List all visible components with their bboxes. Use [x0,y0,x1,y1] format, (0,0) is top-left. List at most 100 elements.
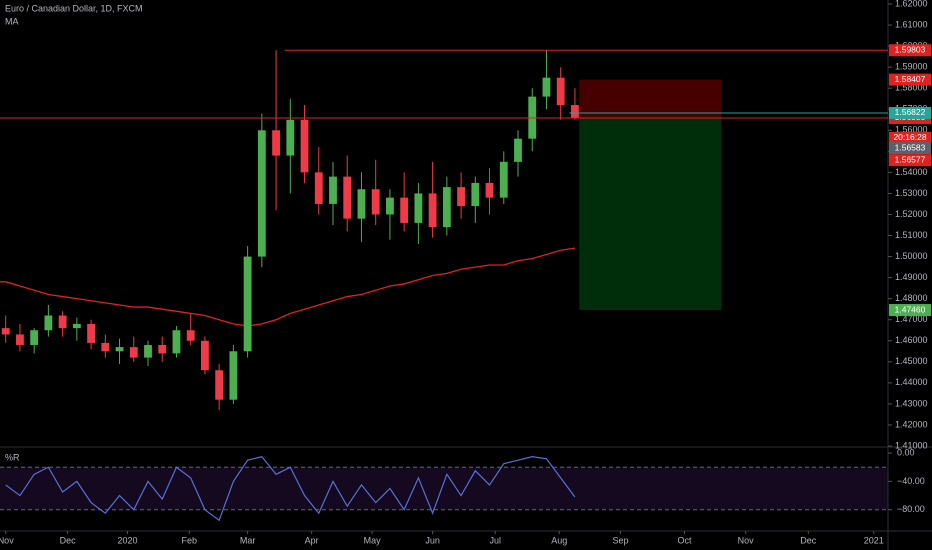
williams-r-line [5,455,576,522]
candle-body [457,187,465,207]
y-tick-label: 1.62000 [895,0,928,8]
candle-body [471,182,480,207]
indicator-label: MA [5,16,19,26]
candle-body [386,197,394,215]
candle-body [30,330,39,345]
y-tick-label: 1.43000 [895,398,928,408]
y-tick-label: 1.44000 [895,377,928,387]
candle-body [172,330,181,354]
x-tick-label: Apr [305,535,319,545]
candle-body [499,161,508,198]
price-tag [889,142,931,155]
level-tag [889,44,931,57]
stop-tag [889,73,931,86]
y-tick-label: 1.50000 [895,251,928,261]
target-tag: 1.47460 [895,304,926,314]
x-tick-label: Nov [0,535,14,545]
price-tag: 1.56583 [895,142,926,152]
x-tick-label: Feb [182,535,198,545]
candle-body [186,330,195,341]
level-tag [889,106,931,119]
candle-body [485,182,494,198]
candle-body [343,176,352,219]
x-tick-label: Aug [551,535,567,545]
x-tick-label: Jul [489,535,501,545]
candle-body [400,197,409,223]
candle-body [542,77,551,97]
candle-body [215,370,224,400]
target-zone [579,118,722,311]
candle-body [442,187,451,228]
candle-body [58,315,67,329]
stop-tag: 1.58407 [895,74,926,84]
candle-body [314,172,323,204]
y-tick-label: −80.00 [897,504,925,514]
candle-body [514,138,522,162]
price-tag: 1.56577 [895,154,926,164]
level-tag: 1.59803 [895,44,926,54]
price-tag [889,154,931,167]
candle-body [556,77,565,106]
y-tick-label: 1.42000 [895,419,928,429]
y-tick-label: 1.41000 [895,440,928,450]
y-tick-label: 1.53000 [895,188,928,198]
candle-body [144,344,152,358]
candle-body [243,256,252,352]
y-tick-label: 1.48000 [895,293,928,303]
candle-body [129,347,138,358]
y-tick-label: 1.56000 [895,125,928,135]
y-tick-label: 1.49000 [895,272,928,282]
x-tick-label: Oct [677,535,692,545]
indicator-title: %R [5,452,20,462]
level-tag: 1.56822 [895,107,926,117]
candle-body [158,344,167,354]
candle-body [257,130,266,257]
x-tick-label: Dec [60,535,77,545]
x-tick-label: Sep [612,535,628,545]
candle-body [286,119,295,156]
candle-body [357,189,366,219]
candle-body [72,323,81,329]
x-tick-label: 2021 [864,535,884,545]
x-tick-label: Dec [800,535,817,545]
target-tag [889,304,931,317]
countdown-tag: 20:16:28 [893,132,926,142]
candle-body [272,130,280,156]
stop-zone [579,79,722,119]
x-tick-label: Nov [738,535,755,545]
candle-body [428,193,437,228]
y-tick-label: 1.47000 [895,314,928,324]
candle-body [1,328,10,335]
y-tick-label: 0.00 [897,447,915,457]
y-tick-label: 1.45000 [895,356,928,366]
y-tick-label: 1.61000 [895,19,928,29]
x-tick-label: 2020 [117,535,137,545]
candle-body [201,340,209,371]
candle-body [571,105,579,119]
candle-body [229,351,238,400]
y-tick-label: 1.51000 [895,230,928,240]
moving-average [0,247,576,327]
candle-body [101,342,110,352]
candle-body [16,334,24,345]
candle-body [44,315,53,331]
candle-body [371,189,380,215]
y-tick-label: 1.52000 [895,209,928,219]
x-tick-label: Jun [425,535,440,545]
x-tick-label: Mar [240,535,256,545]
y-tick-label: 1.46000 [895,335,928,345]
candle-body [87,323,95,343]
y-tick-label: 1.54000 [895,167,928,177]
x-tick-label: May [364,535,382,545]
candle-body [300,119,309,173]
y-tick-label: 1.58000 [895,83,928,93]
candle-body [115,347,124,352]
chart-title: Euro / Canadian Dollar, 1D, FXCM [5,3,143,13]
candle-body [329,176,337,204]
band-fill [0,467,888,510]
candle-body [414,193,423,223]
y-tick-label: 1.59000 [895,62,928,72]
y-tick-label: −40.00 [897,476,925,486]
